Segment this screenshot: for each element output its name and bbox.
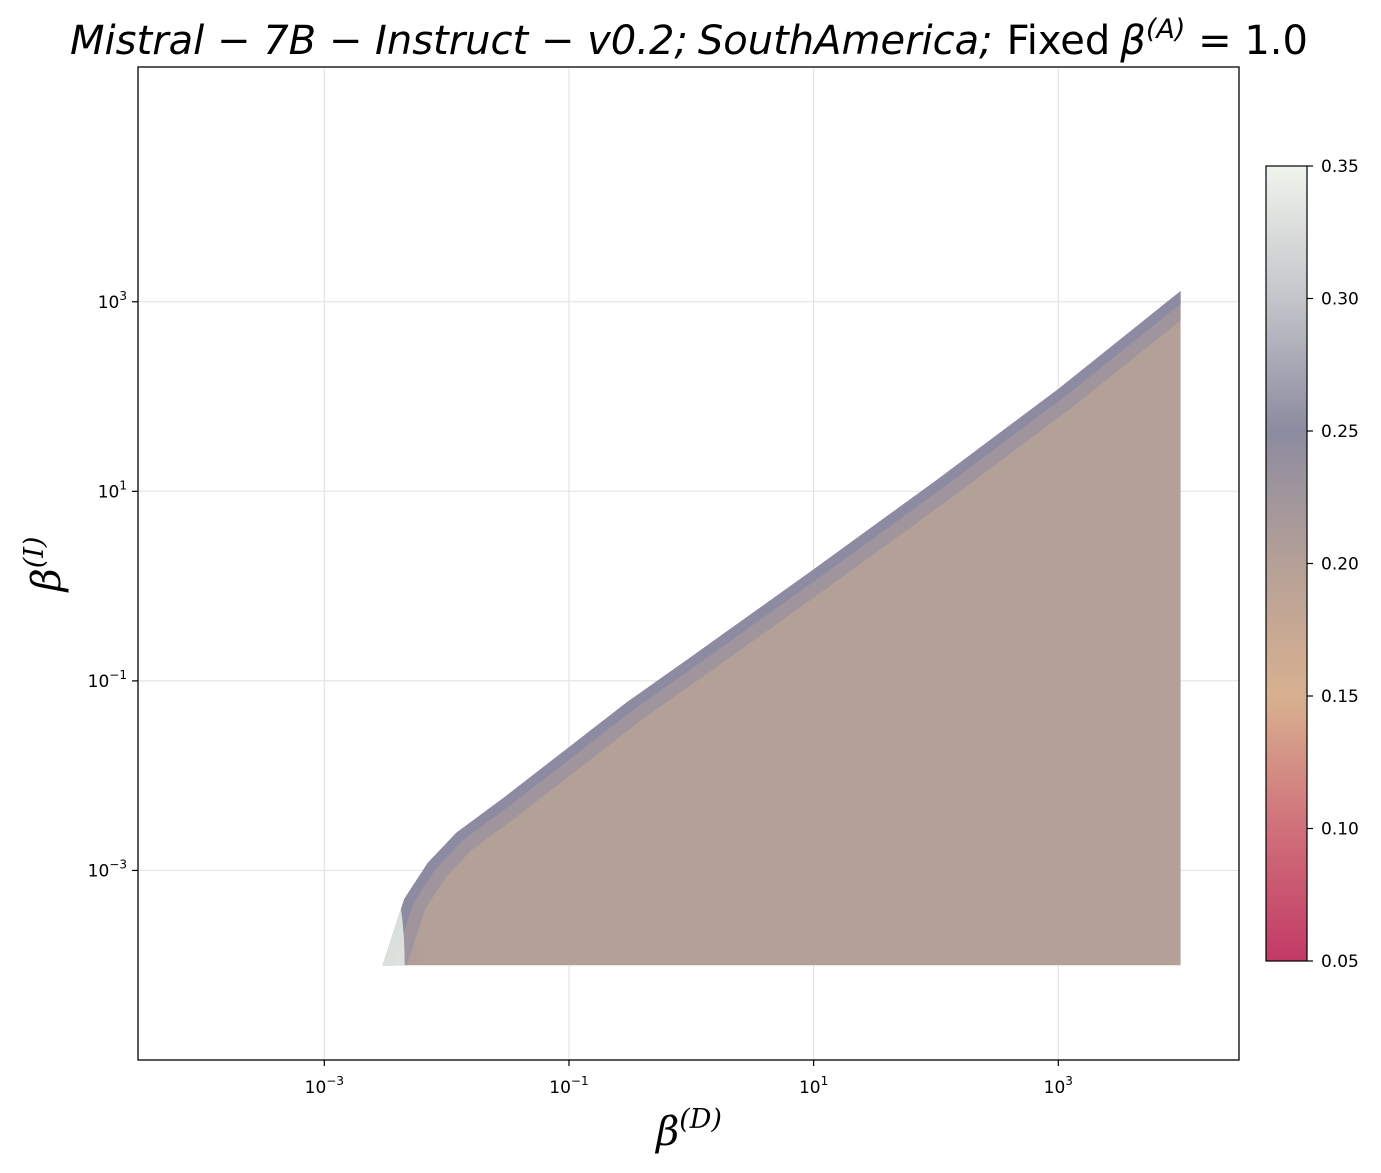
x-axis-label: β(D)	[654, 1104, 722, 1155]
y-tick-label: 103	[98, 289, 127, 313]
y-axis-label: β(I)	[19, 537, 70, 594]
x-axis-ticks: 10−3 10−1 101 103	[305, 1060, 1073, 1098]
colorbar-tick-label: 0.30	[1321, 290, 1359, 310]
colorbar-gradient	[1265, 165, 1308, 962]
left-tip-highlight	[382, 855, 405, 966]
x-tick-label: 10−3	[305, 1074, 344, 1098]
left-tip-shade	[382, 825, 443, 966]
y-tick-label: 101	[98, 478, 127, 502]
x-tick-label: 103	[1044, 1074, 1073, 1098]
colorbar-ticks: 0.35 0.30 0.25 0.20 0.15 0.10 0.05	[1307, 157, 1359, 972]
chart-title: Mistral − 7B − Instruct − v0.2; SouthAmer…	[70, 14, 1308, 64]
plot-frame	[137, 66, 1240, 1061]
colorbar-tick-label: 0.25	[1321, 422, 1359, 442]
colorbar: 0.35 0.30 0.25 0.20 0.15 0.10 0.05	[1265, 157, 1359, 972]
y-axis-ticks: 10−3 10−1 101 103	[88, 289, 138, 881]
heatmap-region	[382, 291, 1181, 966]
x-tick-label: 10−1	[549, 1074, 588, 1098]
y-tick-label: 10−3	[88, 857, 127, 881]
colorbar-tick-label: 0.35	[1321, 157, 1359, 177]
colorbar-tick-label: 0.05	[1321, 952, 1359, 972]
y-tick-label: 10−1	[88, 668, 127, 692]
colorbar-tick-label: 0.20	[1321, 555, 1359, 575]
colorbar-tick-label: 0.15	[1321, 687, 1359, 707]
colorbar-tick-label: 0.10	[1321, 820, 1359, 840]
x-tick-label: 101	[799, 1074, 828, 1098]
